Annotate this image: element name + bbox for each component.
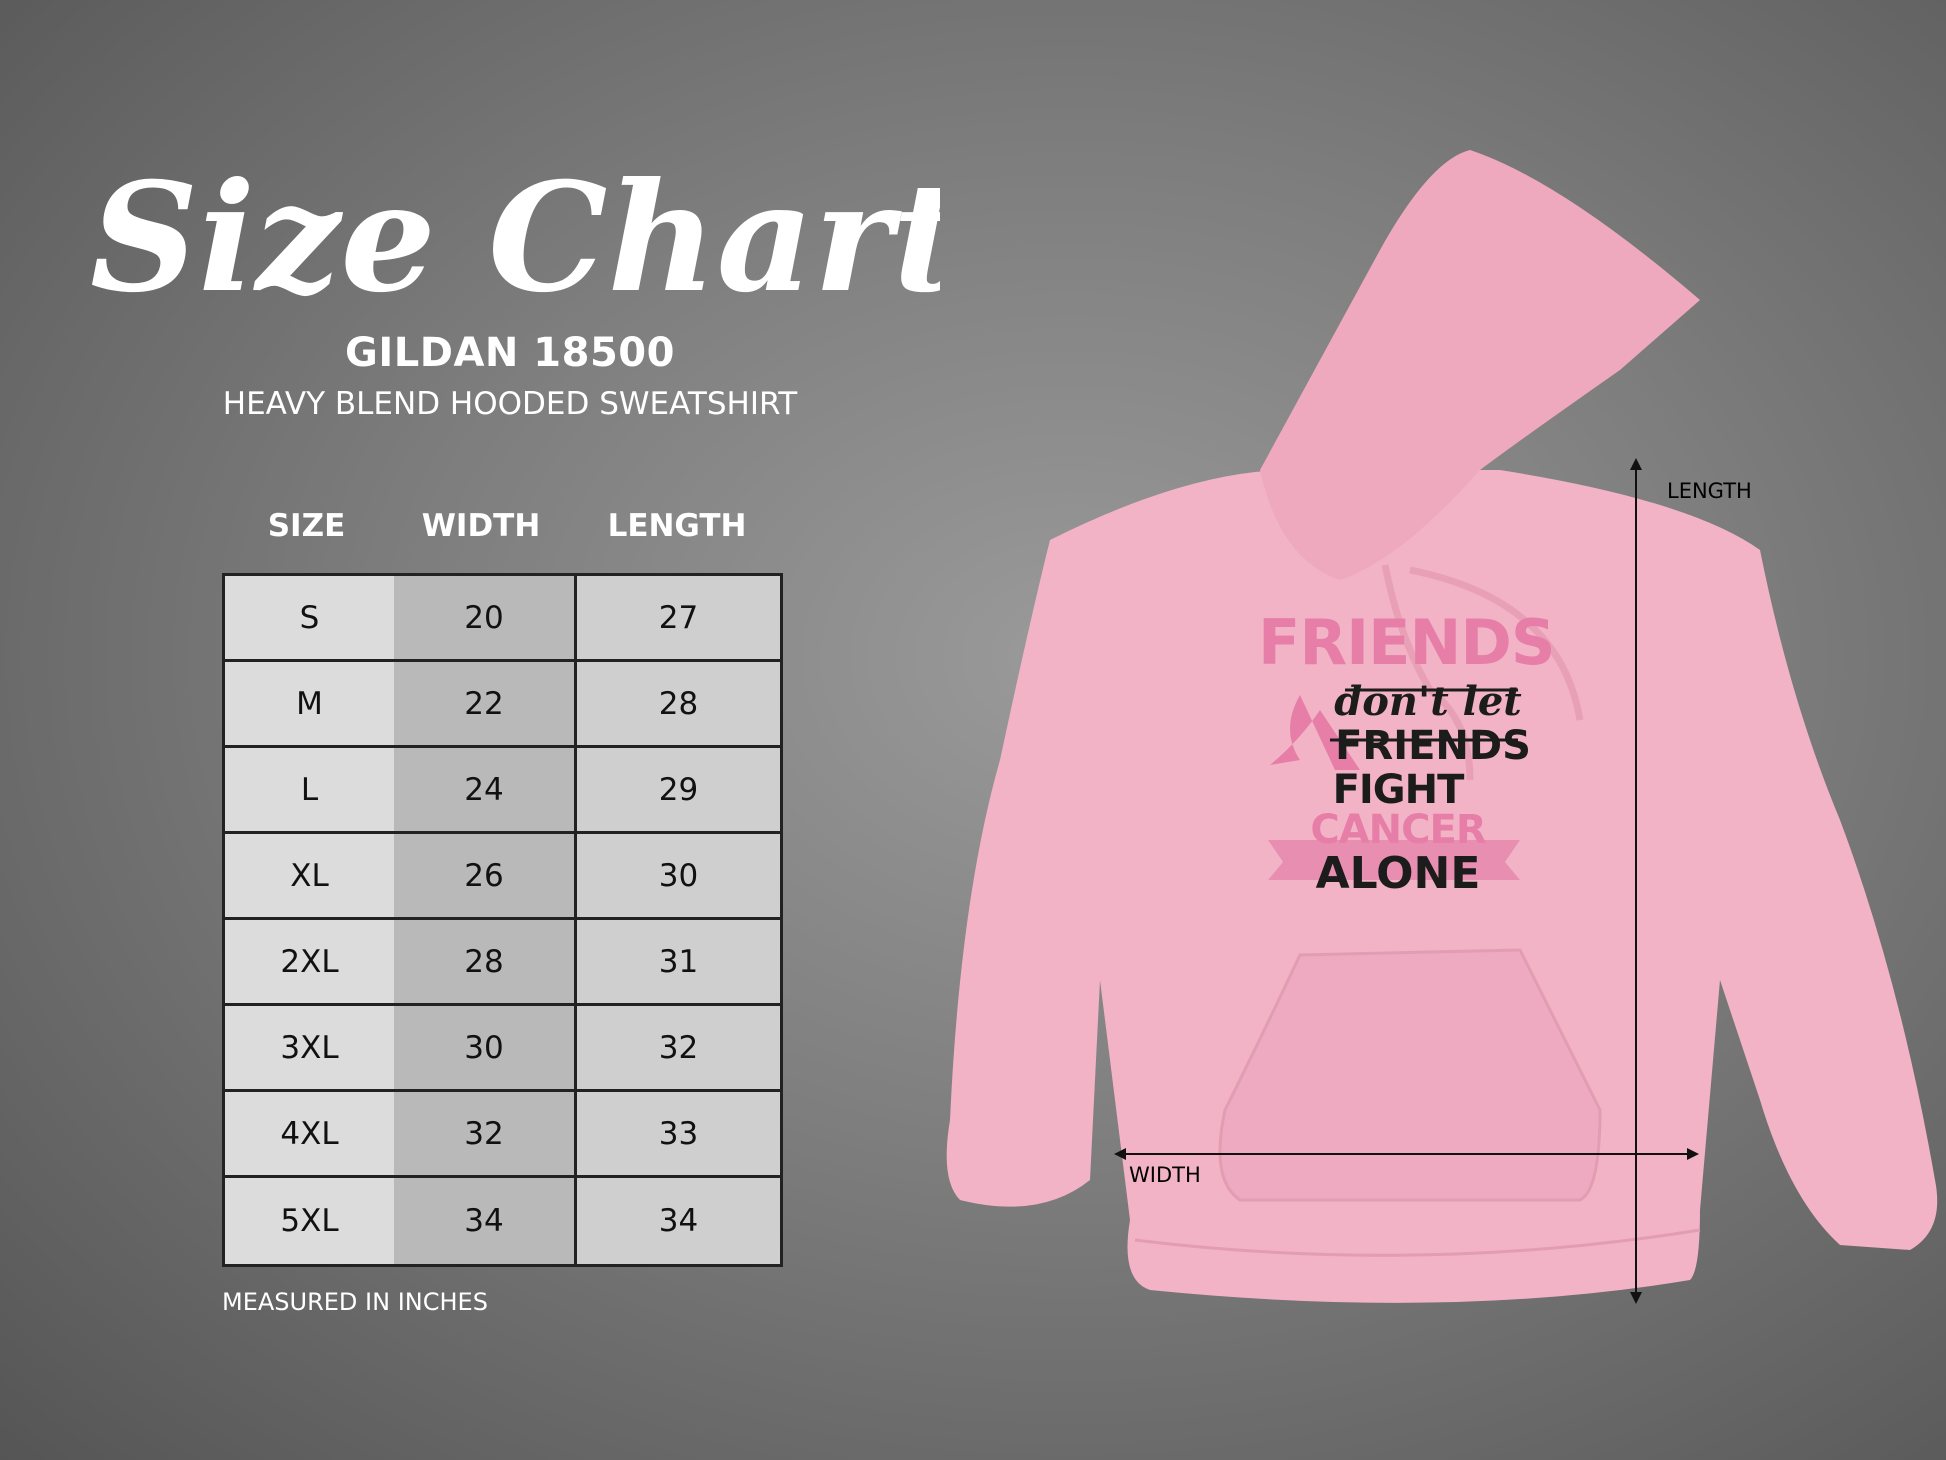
print-line-5: ALONE [1315, 848, 1481, 899]
size-cell: 5XL [225, 1178, 394, 1264]
print-line-1: FRIENDS [1258, 606, 1556, 679]
width-cell: 22 [394, 662, 574, 748]
width-cell: 34 [394, 1178, 574, 1264]
pink-ribbon-icon [1270, 695, 1360, 770]
print-line-4a: FIGHT [1332, 767, 1465, 813]
width-cell: 26 [394, 834, 574, 920]
hoodie-print: FRIENDS don't let FRIENDS FIGHT CANCER A… [1258, 606, 1556, 922]
print-line-4b: CANCER [1310, 807, 1486, 853]
print-line-3: FRIENDS [1335, 723, 1531, 769]
width-label: WIDTH [1129, 1163, 1201, 1187]
size-table: S 20 27 M 22 28 L 24 29 XL 26 30 2XL 28 31 3XL 30 32 4XL 32… [222, 573, 783, 1267]
length-cell: 32 [574, 1006, 780, 1092]
width-cell: 32 [394, 1092, 574, 1178]
length-cell: 29 [574, 748, 780, 834]
column-header-size: SIZE [267, 508, 346, 544]
length-cell: 34 [574, 1178, 780, 1264]
width-cell: 20 [394, 576, 574, 662]
size-cell: 3XL [225, 1006, 394, 1092]
size-cell: XL [225, 834, 394, 920]
width-cell: 30 [394, 1006, 574, 1092]
brand-name: GILDAN 18500 [345, 330, 675, 376]
title-text: Size Chart [90, 150, 940, 326]
size-cell: 2XL [225, 920, 394, 1006]
measurement-note: MEASURED IN INCHES [222, 1288, 488, 1316]
column-header-length: LENGTH [607, 508, 747, 544]
length-cell: 31 [574, 920, 780, 1006]
product-subtitle: HEAVY BLEND HOODED SWEATSHIRT [222, 386, 798, 422]
print-line-2: don't let [1334, 678, 1522, 725]
column-header-width: WIDTH [421, 508, 541, 544]
size-chart-title: Size Chart [90, 150, 940, 326]
size-cell: L [225, 748, 394, 834]
size-cell: M [225, 662, 394, 748]
size-cell: S [225, 576, 394, 662]
length-cell: 33 [574, 1092, 780, 1178]
size-cell: 4XL [225, 1092, 394, 1178]
length-cell: 30 [574, 834, 780, 920]
length-cell: 28 [574, 662, 780, 748]
length-cell: 27 [574, 576, 780, 662]
length-label: LENGTH [1667, 479, 1752, 503]
banner-shape [1268, 840, 1520, 880]
width-cell: 28 [394, 920, 574, 1006]
hoodie-illustration [946, 150, 1938, 1303]
width-cell: 24 [394, 748, 574, 834]
